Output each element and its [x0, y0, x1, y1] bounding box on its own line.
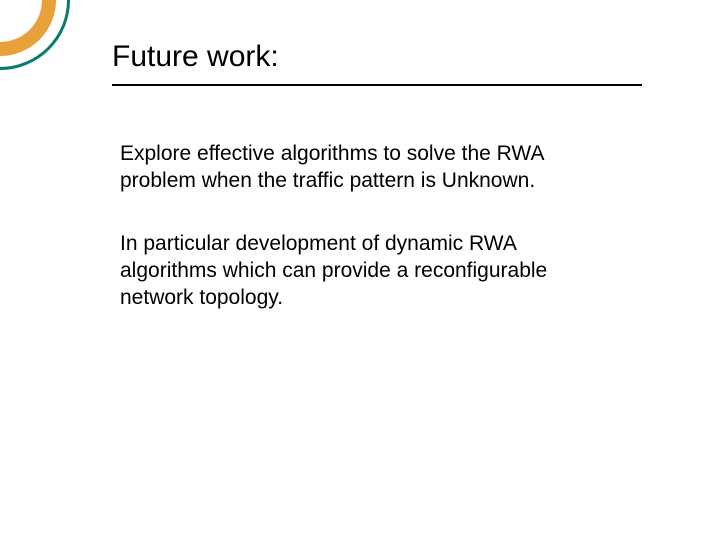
body-paragraph: In particular development of dynamic RWA…: [120, 230, 600, 311]
title-underline: [112, 84, 642, 86]
body-block: Explore effective algorithms to solve th…: [120, 140, 600, 311]
slide-title: Future work:: [112, 40, 642, 74]
body-paragraph: Explore effective algorithms to solve th…: [120, 140, 600, 194]
title-block: Future work:: [112, 40, 642, 86]
slide: Future work: Explore effective algorithm…: [0, 0, 720, 540]
